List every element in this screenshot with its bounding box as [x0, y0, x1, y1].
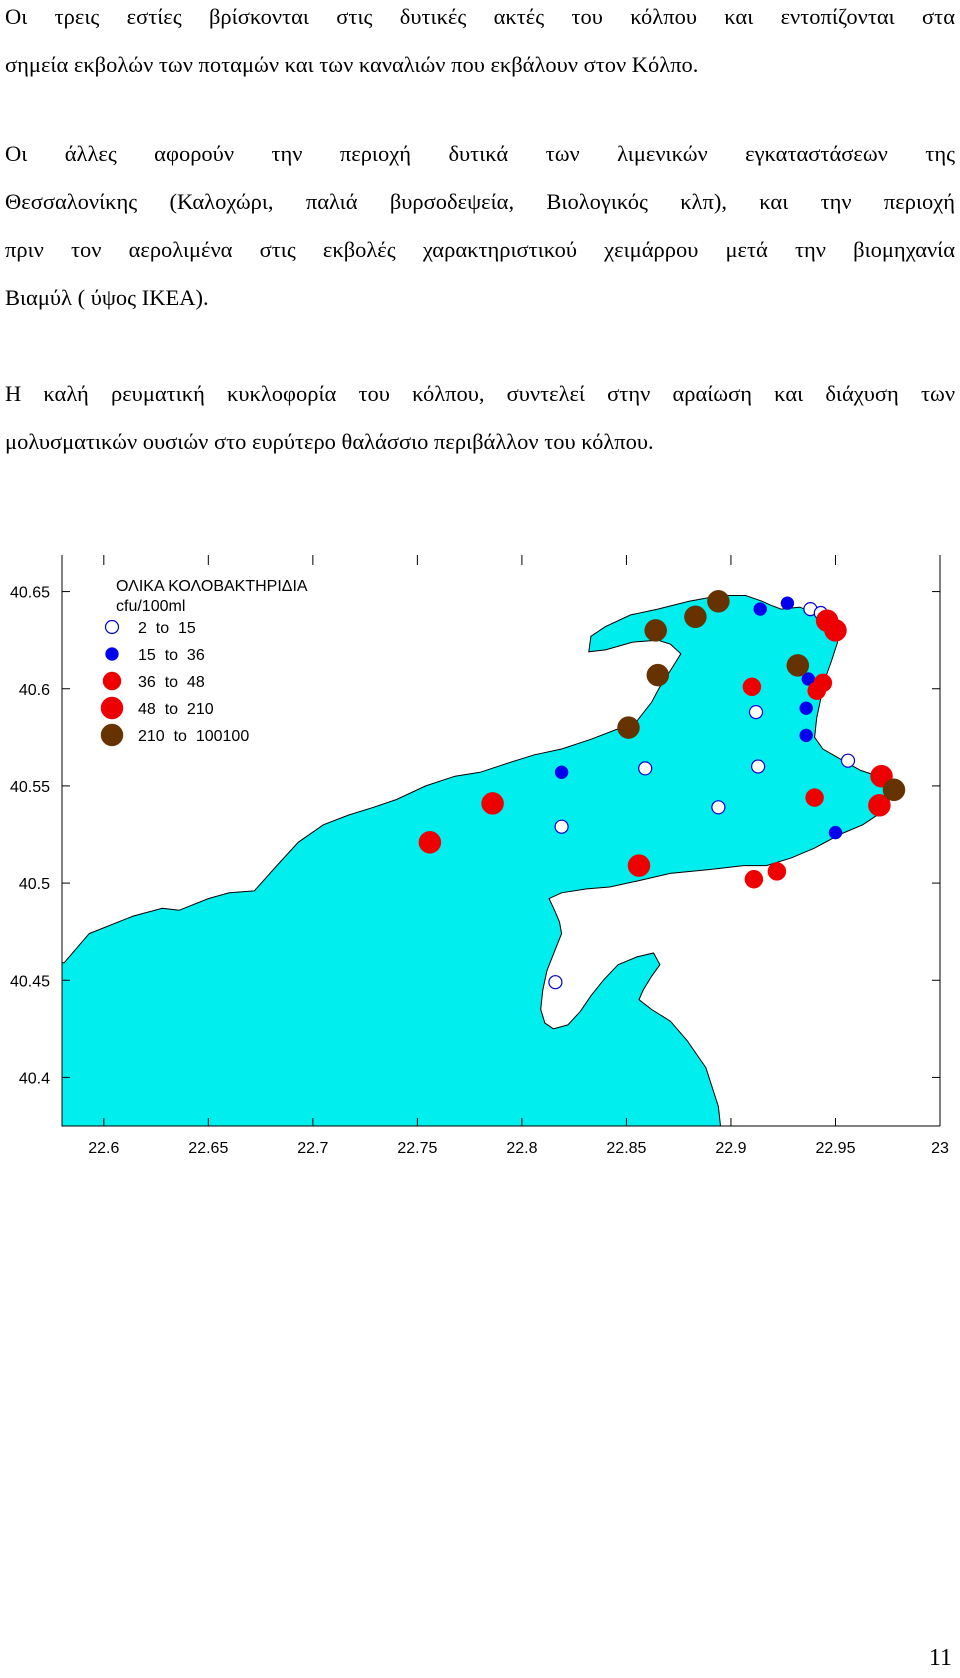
x-tick-label: 22.95 — [815, 1140, 855, 1157]
sea-polygon — [61, 595, 895, 1127]
sample-point — [824, 619, 847, 642]
paragraph-line: Οι τρεις εστίες βρίσκονται στις δυτικές … — [5, 4, 955, 29]
x-tick-label: 22.75 — [397, 1140, 437, 1157]
x-axis-ticks: 22.6 22.65 22.7 22.75 22.8 22.85 22.9 22.95 23 — [88, 555, 949, 1157]
sample-point — [617, 716, 640, 739]
legend-symbol — [102, 671, 122, 691]
paragraph-1: Οι τρεις εστίες βρίσκονται στις δυτικές … — [5, 0, 955, 89]
sample-point — [799, 728, 813, 743]
paragraph-line: μολυσματικών ουσιών στο ευρύτερο θαλάσσι… — [5, 429, 654, 454]
sample-point — [644, 619, 667, 642]
sample-point — [828, 825, 843, 840]
paragraph-line: Βιαμύλ ( ύψος ΙΚΕΑ). — [5, 285, 209, 310]
y-tick-label: 40.6 — [19, 682, 50, 699]
legend-symbol — [105, 647, 119, 661]
sample-point — [742, 677, 762, 697]
sample-point — [805, 788, 824, 807]
sample-point — [767, 862, 787, 881]
legend: ΟΛΙΚΑ ΚΟΛΟΒΑΚΤΗΡΙΔΙΑ cfu/100ml 2 to 15 15… — [100, 578, 308, 747]
sample-point — [554, 765, 569, 780]
legend-label: 36 to 48 — [138, 674, 205, 691]
y-tick-label: 40.4 — [19, 1070, 50, 1087]
sample-point — [786, 654, 810, 677]
sample-point — [744, 869, 764, 889]
sample-point — [750, 759, 766, 774]
legend-symbol — [100, 723, 124, 747]
y-tick-label: 40.5 — [19, 876, 50, 893]
paragraph-line: πριν τον αερολιμένα στις εκβολές χαρακτη… — [5, 237, 955, 262]
sample-point — [840, 753, 856, 768]
paragraph-2: Οι άλλες αφορούν την περιοχή δυτικά των … — [5, 130, 955, 322]
legend-label: 210 to 100100 — [138, 728, 249, 745]
sample-point — [753, 602, 767, 616]
legend-unit: cfu/100ml — [116, 598, 185, 615]
y-axis-ticks: 40.65 40.6 40.55 40.5 40.45 40.4 — [10, 585, 940, 1087]
page-number: 11 — [928, 1645, 952, 1671]
x-tick-label: 22.65 — [188, 1140, 228, 1157]
sample-point — [799, 701, 813, 715]
legend-label: 2 to 15 — [138, 620, 196, 637]
legend-symbol — [104, 619, 120, 635]
sample-point — [627, 854, 651, 877]
x-tick-label: 22.7 — [297, 1140, 328, 1157]
sample-point — [868, 794, 891, 817]
sample-points — [418, 590, 906, 990]
sample-point — [684, 605, 707, 629]
sample-point — [554, 819, 569, 834]
paragraph-line: σημεία εκβολών των ποταμών και των καναλ… — [5, 52, 699, 77]
sample-point — [638, 761, 653, 776]
sample-point — [646, 663, 670, 687]
x-tick-label: 22.8 — [506, 1140, 537, 1157]
x-tick-label: 23 — [931, 1140, 949, 1157]
sample-point — [882, 778, 906, 802]
sample-point — [707, 590, 730, 613]
legend-label: 48 to 210 — [138, 701, 214, 718]
x-tick-label: 22.85 — [606, 1140, 646, 1157]
legend-symbol — [100, 696, 124, 720]
y-tick-label: 40.45 — [10, 973, 50, 990]
sample-point — [780, 596, 795, 610]
y-tick-label: 40.55 — [10, 779, 50, 796]
x-tick-label: 22.9 — [715, 1140, 746, 1157]
sample-point — [748, 705, 764, 720]
sample-point — [813, 673, 833, 693]
y-tick-label: 40.65 — [10, 585, 50, 602]
paragraph-line: Η καλή ρευματική κυκλοφορία του κόλπου, … — [5, 381, 955, 406]
sample-point — [481, 792, 504, 815]
sea-area-layer — [61, 595, 895, 1127]
sample-point — [418, 831, 442, 854]
legend-label: 15 to 36 — [138, 647, 205, 664]
sample-point — [548, 975, 563, 990]
x-tick-label: 22.6 — [88, 1140, 119, 1157]
paragraph-3: Η καλή ρευματική κυκλοφορία του κόλπου, … — [5, 370, 955, 466]
sample-point — [711, 800, 726, 815]
paragraph-line: Οι άλλες αφορούν την περιοχή δυτικά των … — [5, 141, 955, 166]
paragraph-line: Θεσσαλονίκης (Καλοχώρι, παλιά βυρσοδεψεί… — [5, 189, 955, 214]
legend-title: ΟΛΙΚΑ ΚΟΛΟΒΑΚΤΗΡΙΔΙΑ — [116, 578, 308, 595]
